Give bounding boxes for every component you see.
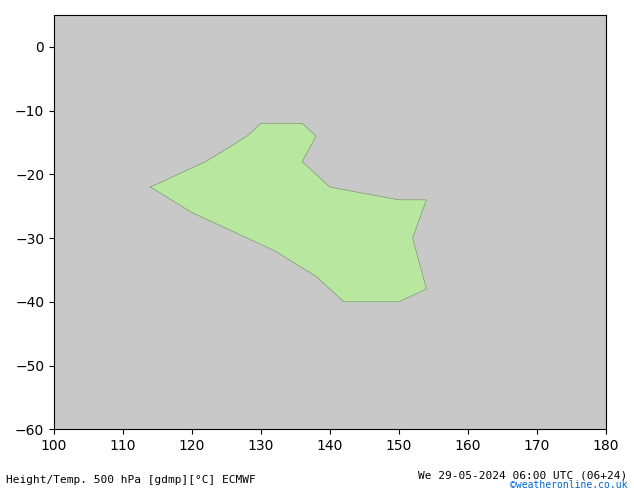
Text: Height/Temp. 500 hPa [gdmp][°C] ECMWF: Height/Temp. 500 hPa [gdmp][°C] ECMWF [6, 475, 256, 485]
Text: ©weatheronline.co.uk: ©weatheronline.co.uk [510, 480, 628, 490]
Polygon shape [150, 123, 427, 302]
Text: We 29-05-2024 06:00 UTC (06+24): We 29-05-2024 06:00 UTC (06+24) [418, 470, 628, 480]
